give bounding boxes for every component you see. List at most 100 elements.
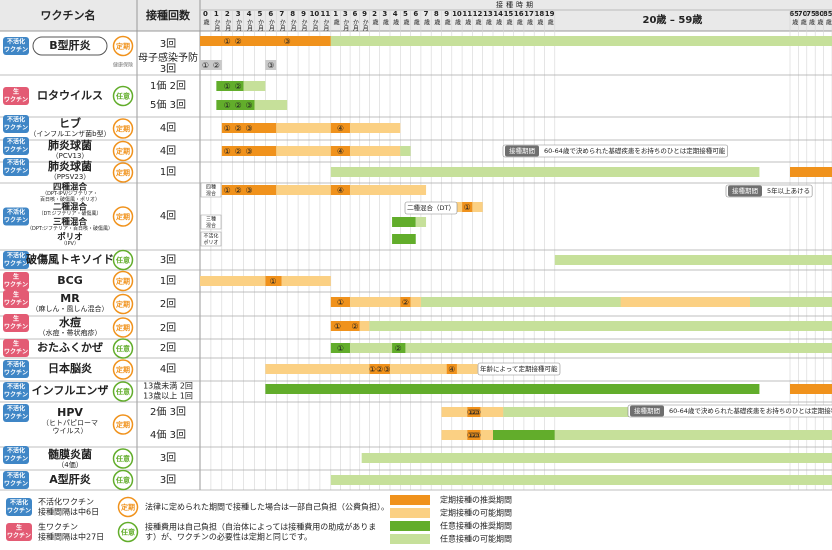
- dose-mark: ②: [235, 82, 242, 91]
- period-bar: [620, 297, 751, 307]
- age-label: 17: [524, 10, 534, 18]
- category-badge: [117, 521, 139, 543]
- dose-mark: ②: [235, 101, 242, 110]
- note-text: 60-64歳で決められた基礎疾患をお持ちのひとは定期接種可能: [669, 406, 832, 415]
- legend-text: す）が、ワクチンの必要性は定期と同じです。: [145, 532, 312, 542]
- age-unit: 歳: [392, 18, 399, 25]
- category-text: 定期: [116, 124, 130, 133]
- vaccine-name: BCG: [57, 274, 83, 287]
- period-bar: [480, 407, 504, 417]
- vaccine-type-badge: [3, 87, 29, 105]
- age-label: 16: [514, 10, 524, 18]
- age-unit: か月: [361, 19, 368, 32]
- vaccine-name: ロタウイルス: [37, 89, 103, 102]
- dose-mark: ①: [334, 322, 341, 331]
- dose-mark: ④: [337, 124, 344, 133]
- vaccine-sub: （IPV）: [61, 241, 79, 247]
- vaccine-type-badge: [3, 37, 29, 55]
- vaccine-name: インフルエンザ: [32, 384, 109, 397]
- age-label: 4: [247, 10, 252, 18]
- dose-mark: ④: [448, 365, 455, 374]
- period-bar: [462, 202, 473, 212]
- vaccine-type-badge: [3, 290, 29, 308]
- category-badge: [112, 118, 134, 139]
- age-unit: 歳: [433, 18, 440, 25]
- vaccine-type-badge: [3, 446, 29, 464]
- vaccine-sub: （麻しん・風しん混合）: [32, 304, 109, 313]
- category-text: 任意: [115, 344, 130, 353]
- vaccine-type-text: 不活化: [7, 208, 25, 216]
- legend-swatch: [390, 495, 430, 505]
- period-bar: [216, 100, 255, 110]
- age-unit: 歳: [402, 18, 409, 25]
- age-unit: 歳: [546, 18, 553, 25]
- legend-swatch: [390, 508, 430, 518]
- vaccine-type-text: 不活化: [7, 447, 25, 455]
- vaccine-sub: （PPSV23）: [50, 173, 91, 181]
- category-badge: [112, 140, 134, 162]
- dose-count: 13歳未満 2回: [143, 381, 193, 391]
- grid-label: 不活化: [203, 233, 218, 240]
- age-label: 12: [473, 10, 483, 18]
- dose-mark: ①: [224, 101, 231, 110]
- age-label: 13: [483, 10, 493, 18]
- category-badge: [112, 359, 134, 380]
- dose-mark: ②: [351, 322, 358, 331]
- note-text: 年齢によって定期接種可能: [480, 364, 558, 373]
- period-bar: [281, 276, 331, 286]
- dose-count: 13歳以上 1回: [143, 391, 193, 401]
- age-unit: か月: [322, 19, 329, 32]
- age-unit: か月: [235, 19, 242, 32]
- age-label: 11: [320, 10, 330, 18]
- age-label: 2: [225, 10, 230, 18]
- vaccine-sub: （DPT:ジフテリア・百日咳・破傷風）: [27, 225, 113, 232]
- category-badge: [117, 496, 139, 518]
- vaccine-type-badge: [3, 251, 29, 269]
- age-unit: か月: [300, 19, 307, 32]
- age-unit: か月: [224, 19, 231, 32]
- dose-mark: ②: [235, 124, 242, 133]
- dose-count: 1価 2回: [150, 79, 186, 92]
- period-bar: [405, 343, 832, 353]
- period-bar: [493, 430, 555, 440]
- grid-label: 混合: [206, 222, 216, 229]
- period-bar: [369, 321, 832, 331]
- age-label: 7: [279, 10, 284, 18]
- grid-label: 四種: [206, 184, 216, 191]
- category-badge: [112, 381, 134, 402]
- dose-mark: ①: [467, 408, 474, 417]
- period-bar: [441, 407, 468, 417]
- dose-mark: ①: [224, 124, 231, 133]
- period-bar: [441, 430, 468, 440]
- age-unit: 歳: [808, 18, 815, 25]
- grid-label: 三種: [206, 216, 216, 223]
- dose-count: 1回: [160, 166, 176, 178]
- vaccine-type-text: 生: [16, 524, 22, 532]
- period-bar: [415, 217, 427, 227]
- period-bar: [554, 430, 832, 440]
- name-box: [32, 36, 108, 56]
- age-unit: か月: [246, 19, 253, 32]
- vaccine-type-text: 生: [13, 315, 19, 323]
- category-badge: [112, 206, 134, 227]
- category-text: 定期: [116, 168, 130, 177]
- dose-mark: ①: [269, 277, 276, 286]
- vaccine-name: MR: [60, 292, 80, 305]
- vaccine-name: B型肝炎: [49, 38, 90, 52]
- vaccine-type-text: ワクチン: [4, 348, 28, 356]
- period-bar: [265, 60, 277, 70]
- dose-count: 3回: [160, 474, 176, 486]
- insurance-badge: 健康保険: [113, 62, 133, 69]
- vaccine-sub: （ヒトパピローマ: [42, 419, 98, 427]
- period-bar: [330, 123, 351, 133]
- dose-mark: ②: [470, 408, 477, 417]
- note-text: 二種混合（DT）: [407, 203, 455, 212]
- age-label: 65: [789, 10, 799, 18]
- dose-mark: ③: [284, 37, 291, 46]
- legend-text: 法律に定められた期間で接種した場合は一部自己負担（公費負担）。: [145, 502, 389, 512]
- grid-label-bg: [200, 214, 222, 230]
- period-bar: [467, 407, 481, 417]
- vaccine-name: 肺炎球菌: [48, 138, 92, 152]
- age-label: 1: [214, 10, 219, 18]
